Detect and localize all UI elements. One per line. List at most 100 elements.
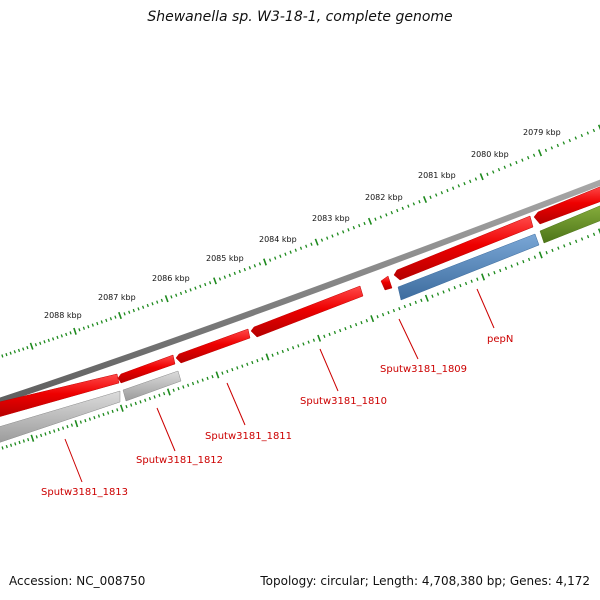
gene-arrow-sputw3181-1811[interactable] [175, 328, 251, 364]
ruler-tick [436, 292, 440, 296]
ruler-tick [111, 409, 114, 413]
ruler-tick [317, 334, 322, 342]
ruler-tick [261, 357, 264, 361]
ruler-tick [208, 281, 212, 285]
ruler-tick [284, 252, 287, 256]
ruler-tick [241, 364, 244, 368]
ruler-tick [233, 271, 236, 276]
ruler-tick [328, 332, 331, 337]
ruler-tick [344, 326, 347, 331]
gene-label-sputw3181-1811: Sputw3181_1811 [205, 431, 292, 442]
ruler-tick [481, 273, 486, 281]
ruler-tick [265, 353, 270, 361]
ruler-tick [5, 353, 8, 357]
ruler-tick [276, 351, 279, 355]
gene-arrow-green[interactable] [539, 205, 600, 244]
ruler-tick [44, 432, 47, 436]
ruler-tick [79, 420, 82, 424]
ruler-tick [1, 446, 4, 450]
gene-arrow-gray-1[interactable] [0, 390, 121, 444]
ruler-tick [538, 251, 543, 259]
ruler-tick [88, 417, 92, 421]
ruler-tick [263, 258, 267, 266]
ruler-tick [125, 404, 128, 409]
outer-ruler-labels: 2079 kbp 2080 kbp 2081 kbp 2082 kbp 2083… [44, 128, 561, 320]
ruler-tick [392, 308, 396, 313]
gene-arrow-unnamed-forward[interactable] [393, 215, 534, 281]
ruler-tick [286, 347, 290, 352]
ruler-tick [522, 259, 525, 264]
ruler-tick [347, 228, 350, 232]
ruler-tick [128, 310, 131, 314]
ruler-tick [170, 295, 173, 299]
ruler-tick [1, 354, 4, 358]
ruler-tick [246, 362, 249, 366]
ruler-tick [69, 331, 72, 335]
gene-arrow-pepn[interactable] [397, 233, 540, 301]
ruler-tick [557, 246, 560, 250]
ruler-tick [175, 293, 178, 297]
ruler-tick [363, 221, 366, 226]
ruler-label: 2084 kbp [259, 235, 297, 244]
leader-line-1812 [156, 407, 176, 452]
gene-arrow-gray-2[interactable] [122, 370, 182, 402]
leader-line-1813 [64, 438, 83, 483]
ruler-tick [446, 188, 449, 193]
ruler-tick [29, 342, 34, 350]
accession-label: Accession: NC_008750 [9, 574, 146, 588]
ruler-tick [302, 342, 305, 346]
ruler-tick [545, 251, 548, 255]
ruler-tick [352, 226, 356, 230]
ruler-tick [243, 267, 246, 272]
ruler-tick [314, 238, 319, 246]
ruler-tick [114, 315, 117, 319]
ruler-tick [487, 273, 490, 277]
ruler-label: 2083 kbp [312, 214, 350, 223]
ruler-tick [289, 250, 292, 254]
ruler-tick [414, 300, 417, 305]
gene-arrow-unnamed-forward-2[interactable] [533, 186, 600, 225]
ruler-tick [228, 273, 232, 277]
ruler-tick [331, 234, 334, 238]
ruler-tick [93, 415, 96, 420]
ruler-tick [73, 327, 77, 335]
ruler-tick [5, 444, 8, 449]
ruler-tick [189, 288, 192, 292]
ruler-tick [493, 270, 496, 275]
ruler-tick [453, 286, 456, 290]
ruler-tick [102, 412, 105, 417]
ruler-tick [336, 232, 339, 236]
genome-backbone [0, 179, 600, 404]
gene-arrow-sputw3181-1810[interactable] [250, 285, 364, 338]
gene-arrow-sputw3181-1812[interactable] [117, 354, 176, 384]
ruler-tick [201, 378, 204, 382]
ruler-tick [236, 366, 239, 370]
ruler-tick [527, 257, 531, 262]
ruler-tick [424, 294, 429, 302]
ruler-tick [403, 304, 407, 309]
gene-arrow-sputw3181-1813[interactable] [0, 373, 120, 418]
ruler-tick [182, 385, 185, 389]
ruler-tick [141, 305, 145, 309]
ruler-tick [22, 439, 25, 443]
ruler-tick [30, 434, 35, 442]
ruler-tick [358, 223, 361, 228]
leader-line-pepn [476, 288, 495, 329]
gene-label-sputw3181-1812: Sputw3181_1812 [136, 455, 223, 466]
ruler-tick [35, 435, 38, 439]
ruler-tick [248, 266, 252, 270]
outer-ruler [1, 124, 600, 358]
ruler-tick [532, 153, 536, 157]
ruler-label: 2079 kbp [523, 128, 561, 137]
ruler-tick [435, 193, 438, 197]
ruler-tick [119, 404, 124, 412]
ruler-tick [65, 332, 68, 337]
gene-arrow-sputw3181-1809[interactable] [380, 275, 393, 291]
leader-line-1811 [226, 382, 246, 426]
ruler-tick [326, 236, 329, 240]
ruler-tick [281, 349, 284, 354]
ruler-tick [172, 388, 175, 392]
ruler-tick [186, 383, 190, 387]
ruler-tick [474, 177, 478, 181]
